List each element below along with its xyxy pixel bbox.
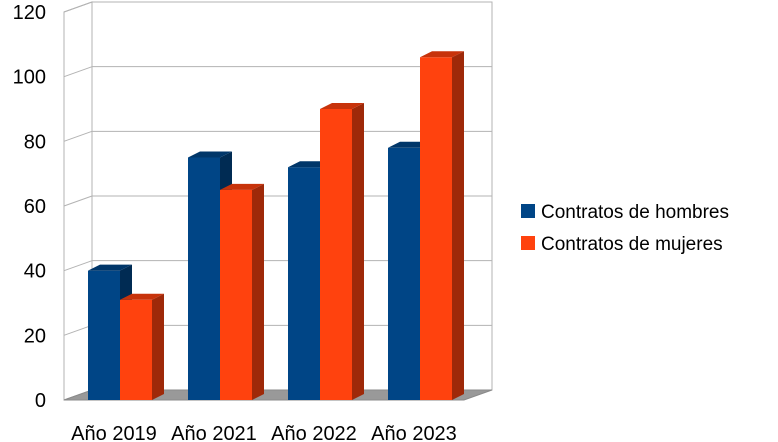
bar-side — [352, 103, 364, 400]
legend: Contratos de hombres Contratos de mujeres — [521, 202, 729, 255]
x-tick-label: Año 2021 — [171, 423, 257, 442]
bar-top — [420, 51, 464, 58]
y-axis-ticks: 0 20 40 60 80 100 120 — [13, 2, 46, 412]
x-tick-label: Año 2019 — [71, 423, 157, 442]
bar-top — [188, 151, 232, 158]
y-tick-label: 80 — [24, 131, 46, 153]
legend-swatch — [521, 236, 535, 250]
bar — [220, 183, 264, 400]
x-tick-label: Año 2023 — [371, 423, 457, 442]
gridline-side — [63, 324, 93, 336]
y-tick-label: 0 — [35, 390, 46, 412]
bar-side — [152, 293, 164, 400]
bar-front — [388, 147, 420, 400]
bar-front — [320, 109, 352, 400]
gridline-side — [63, 195, 93, 207]
bar-front — [88, 270, 120, 400]
bar-top — [220, 183, 264, 190]
bar-top — [88, 264, 132, 271]
bar — [320, 103, 364, 400]
x-tick-label: Año 2022 — [271, 423, 357, 442]
bar-side — [252, 183, 264, 400]
y-tick-label: 120 — [13, 2, 46, 24]
bar-front — [420, 57, 452, 401]
gridline-side — [63, 260, 93, 272]
gridline-side — [63, 130, 93, 142]
legend-item: Contratos de mujeres — [521, 234, 723, 255]
gridline-side — [63, 1, 93, 13]
y-tick-label: 40 — [24, 261, 46, 283]
bar — [120, 293, 164, 400]
legend-label: Contratos de hombres — [541, 202, 729, 223]
x-axis-labels: Año 2019 Año 2021 Año 2022 Año 2023 — [71, 423, 457, 442]
bar-front — [188, 157, 220, 400]
legend-label: Contratos de mujeres — [541, 234, 723, 255]
y-tick-label: 100 — [13, 67, 46, 89]
bars — [88, 51, 464, 401]
gridline-side — [63, 66, 93, 78]
bar-top — [120, 293, 164, 300]
legend-item: Contratos de hombres — [521, 202, 729, 223]
bar — [420, 51, 464, 401]
bar-top — [320, 103, 364, 109]
y-tick-label: 20 — [24, 325, 46, 347]
bar-side — [452, 51, 464, 401]
y-tick-label: 60 — [24, 196, 46, 218]
bar-front — [120, 299, 152, 400]
bar-front — [220, 189, 252, 400]
legend-swatch — [521, 204, 535, 218]
bar-front — [288, 167, 320, 400]
